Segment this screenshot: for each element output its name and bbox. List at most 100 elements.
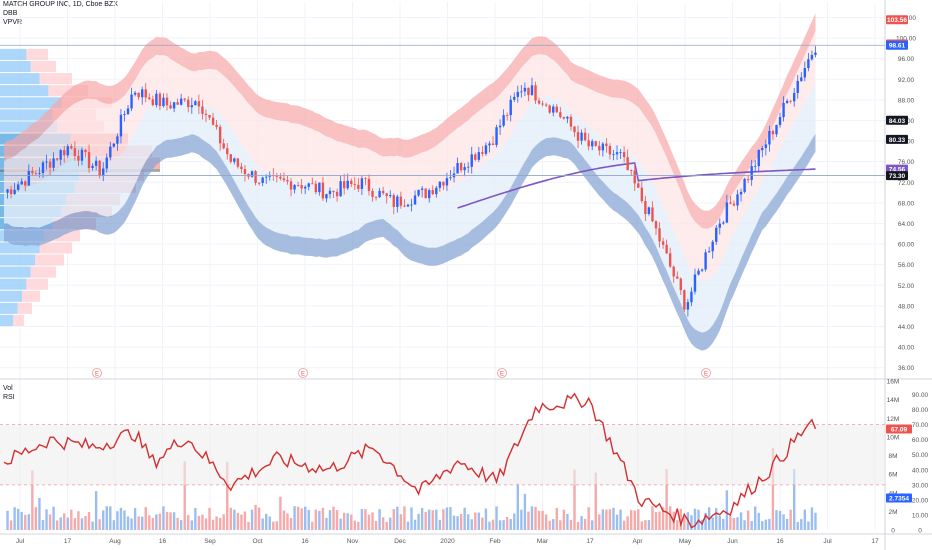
candle-body bbox=[668, 253, 672, 267]
volume-bar bbox=[725, 490, 729, 530]
volume-bar bbox=[229, 507, 232, 530]
candle-body bbox=[484, 145, 488, 154]
volume-bar bbox=[516, 483, 520, 530]
volume-bar bbox=[116, 511, 119, 530]
candle-body bbox=[750, 166, 753, 180]
volume-bar bbox=[633, 510, 636, 530]
volume-profile-bar bbox=[30, 266, 56, 278]
candle-body bbox=[66, 146, 69, 156]
volume-bar bbox=[265, 513, 268, 530]
price-axis-label: 92.00 bbox=[898, 77, 915, 84]
candle-body bbox=[559, 112, 562, 118]
volume-bar bbox=[764, 519, 768, 530]
candle-body bbox=[257, 182, 261, 184]
volume-bar bbox=[498, 520, 502, 530]
volume-profile-bar bbox=[0, 73, 40, 85]
volume-bar bbox=[77, 511, 80, 530]
candle-body bbox=[417, 189, 420, 196]
volume-profile-bar bbox=[0, 97, 62, 109]
price-tag bbox=[886, 15, 908, 25]
volume-bar bbox=[16, 508, 20, 530]
volume-bar bbox=[311, 521, 314, 530]
volume-profile-bar bbox=[13, 314, 24, 326]
candle-body bbox=[233, 158, 236, 162]
time-axis-label: May bbox=[679, 538, 692, 545]
candle-body bbox=[498, 125, 502, 128]
candle-body bbox=[70, 146, 73, 149]
volume-bar bbox=[477, 512, 481, 530]
volume-bar bbox=[739, 512, 743, 530]
indicator-dbb-label[interactable]: DBB bbox=[3, 10, 18, 17]
volume-bar bbox=[109, 506, 112, 530]
price-axis-label: 68.00 bbox=[898, 200, 915, 207]
horizontal-lines bbox=[0, 44, 885, 176]
volume-pane-label[interactable]: Vol bbox=[3, 385, 13, 392]
lower-tag bbox=[886, 424, 912, 434]
candle-body bbox=[424, 188, 427, 199]
volume-bars bbox=[6, 447, 817, 530]
candle-body bbox=[158, 93, 162, 107]
volume-axis-label: 8M bbox=[888, 453, 897, 460]
volume-bar bbox=[293, 506, 296, 530]
volume-bar bbox=[84, 516, 87, 530]
volume-bar bbox=[481, 517, 484, 530]
volume-bar bbox=[275, 521, 279, 530]
price-tag bbox=[886, 115, 908, 125]
volume-bar bbox=[768, 518, 771, 530]
volume-bar bbox=[803, 509, 807, 530]
candle-body bbox=[598, 145, 601, 151]
volume-bar bbox=[534, 506, 537, 530]
candle-body bbox=[215, 124, 218, 127]
volume-profile-bar bbox=[0, 266, 31, 278]
volume-bar bbox=[9, 520, 13, 530]
price-axis-label: 56.00 bbox=[898, 262, 915, 269]
time-axis-label: Jul bbox=[823, 538, 832, 545]
candle-body bbox=[176, 102, 179, 105]
candle-body bbox=[474, 154, 477, 160]
candle-body bbox=[562, 117, 566, 119]
lower-tag-label: 67.09 bbox=[891, 427, 908, 434]
candle-body bbox=[38, 172, 41, 174]
price-tag bbox=[886, 40, 908, 50]
rsi-pane-label[interactable]: RSI bbox=[3, 394, 15, 401]
volume-profile-bar bbox=[0, 48, 27, 60]
volume-bar bbox=[339, 518, 342, 530]
earnings-marker bbox=[497, 368, 507, 378]
candle-body bbox=[406, 204, 410, 207]
candle-body bbox=[194, 101, 197, 106]
candle-body bbox=[700, 269, 704, 271]
volume-bar bbox=[321, 507, 325, 530]
volume-bar bbox=[420, 507, 424, 530]
rsi-axis-label: 70.00 bbox=[912, 422, 929, 429]
volume-bar bbox=[552, 519, 555, 530]
volume-bar bbox=[736, 517, 739, 530]
volume-bar bbox=[286, 513, 289, 530]
candle-body bbox=[396, 196, 399, 207]
candle-body bbox=[789, 100, 792, 102]
volume-bar bbox=[757, 512, 760, 530]
candle-body bbox=[109, 146, 112, 158]
candle-body bbox=[466, 166, 470, 168]
volume-bar bbox=[410, 507, 413, 530]
price-tag-label: 98.61 bbox=[889, 43, 906, 50]
candle-body bbox=[133, 92, 137, 95]
price-tag-label: 103.56 bbox=[887, 17, 907, 24]
earnings-marker-label: E bbox=[704, 372, 708, 378]
volume-bar bbox=[580, 516, 583, 530]
candle-body bbox=[48, 161, 52, 168]
indicator-vpvr-label[interactable]: VPVR bbox=[3, 19, 23, 26]
rsi-axis-label: 60.00 bbox=[912, 437, 929, 444]
candle-body bbox=[55, 158, 59, 160]
candle-body bbox=[619, 152, 622, 153]
volume-bar bbox=[527, 511, 530, 530]
volume-bar bbox=[559, 520, 562, 530]
candle-body bbox=[566, 116, 569, 119]
candle-body bbox=[697, 270, 700, 275]
upper-outer-band bbox=[4, 13, 816, 229]
volume-bar bbox=[502, 520, 505, 530]
rsi-axis-label: 20.00 bbox=[912, 497, 929, 504]
volume-bar bbox=[566, 514, 569, 530]
volume-bar bbox=[651, 506, 654, 530]
